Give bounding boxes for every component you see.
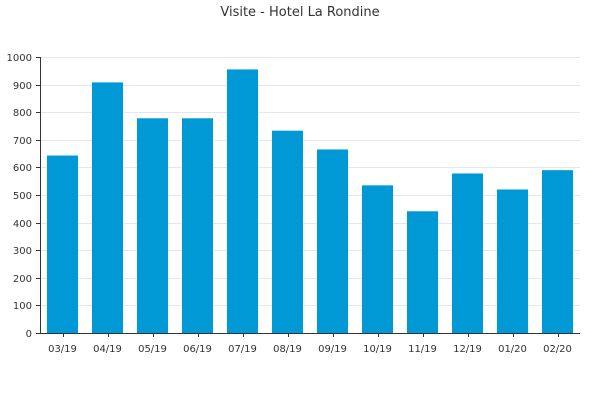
bar-05-19: [136, 118, 169, 334]
bar-09-19: [316, 149, 349, 333]
y-tick-label: 1000: [7, 53, 32, 64]
bar-06-19: [181, 118, 214, 334]
y-tick-label: 500: [13, 191, 32, 202]
bar-02-20: [541, 170, 574, 333]
bar-12-19: [451, 173, 484, 333]
axes: [36, 57, 580, 337]
y-tick-label: 600: [13, 163, 32, 174]
x-tick-label: 06/19: [183, 344, 212, 355]
x-tick-label: 02/20: [543, 344, 572, 355]
gridlines: [40, 57, 580, 306]
x-tick-label: 03/19: [48, 344, 77, 355]
x-tick-label: 05/19: [138, 344, 167, 355]
bars: [46, 69, 574, 334]
bar-11-19: [406, 211, 439, 333]
x-tick-label: 09/19: [318, 344, 347, 355]
y-tick-label: 400: [13, 219, 32, 230]
y-tick-label: 800: [13, 108, 32, 119]
x-tick-label: 07/19: [228, 344, 257, 355]
y-tick-label: 100: [13, 301, 32, 312]
x-tick-label: 12/19: [453, 344, 482, 355]
x-tick-label: 01/20: [498, 344, 527, 355]
y-tick-label: 0: [26, 329, 32, 340]
bar-10-19: [361, 185, 394, 333]
bar-07-19: [226, 69, 259, 334]
y-tick-label: 300: [13, 246, 32, 257]
x-tick-label: 10/19: [363, 344, 392, 355]
x-tick-label: 11/19: [408, 344, 437, 355]
x-tick-label: 08/19: [273, 344, 302, 355]
bar-08-19: [271, 130, 304, 333]
x-tick-label: 04/19: [93, 344, 122, 355]
bar-01-20: [496, 189, 529, 333]
y-tick-label: 900: [13, 81, 32, 92]
y-axis-ticks: 0 100 200 300 400 500 600 700 800 900 1000: [7, 53, 32, 340]
x-axis-ticks: 03/19 04/19 05/19 06/19 07/19 08/19 09/19 10/19…: [48, 344, 572, 355]
chart-title: Visite - Hotel La Rondine: [220, 5, 379, 20]
y-tick-label: 700: [13, 136, 32, 147]
bar-04-19: [91, 82, 124, 333]
y-tick-label: 200: [13, 274, 32, 285]
bar-03-19: [46, 155, 79, 333]
